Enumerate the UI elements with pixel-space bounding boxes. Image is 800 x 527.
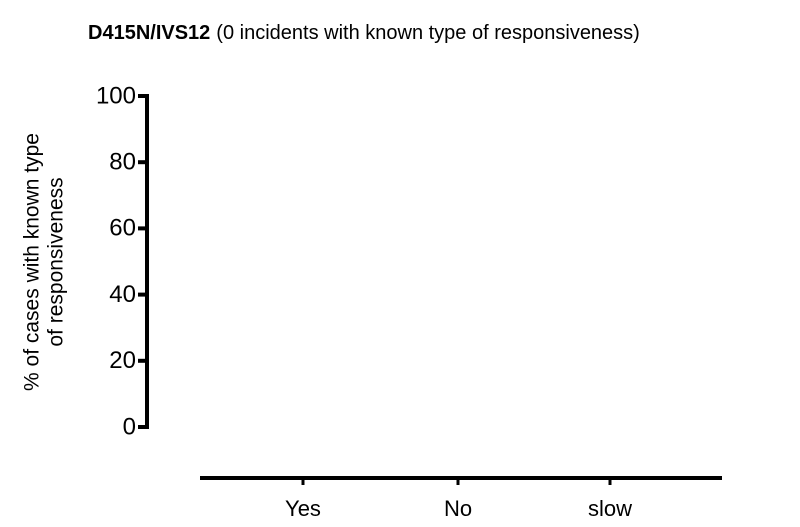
y-label-line: of responsiveness bbox=[45, 177, 68, 346]
y-tick-label: 80 bbox=[109, 149, 136, 176]
chart-title: D415N/IVS12 (0 incidents with known type … bbox=[88, 22, 640, 44]
y-tick-label: 60 bbox=[109, 215, 136, 242]
y-tick-label: 20 bbox=[109, 347, 136, 374]
y-label-line: % of cases with known type bbox=[21, 133, 44, 391]
title-rest: (0 incidents with known type of responsi… bbox=[216, 22, 640, 44]
y-axis-label: % of cases with known type of responsive… bbox=[21, 133, 68, 391]
x-tick-label: No bbox=[444, 496, 472, 521]
y-tick-label: 100 bbox=[96, 82, 136, 109]
y-tick-label: 0 bbox=[123, 413, 136, 440]
x-tick-label: Yes bbox=[285, 496, 321, 521]
y-tick-label: 40 bbox=[109, 281, 136, 308]
x-tick-label: slow bbox=[588, 496, 632, 521]
title-bold: D415N/IVS12 bbox=[88, 22, 210, 44]
